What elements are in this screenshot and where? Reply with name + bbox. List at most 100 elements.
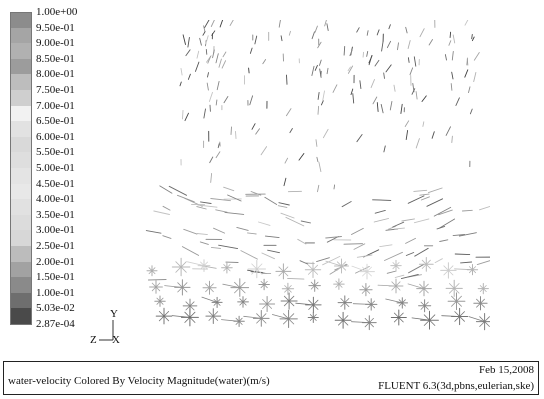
velocity-vector (393, 84, 396, 92)
velocity-vector (320, 100, 324, 106)
legend-swatch (10, 246, 32, 263)
velocity-vector (295, 302, 314, 306)
velocity-vector (374, 209, 386, 214)
velocity-vector (392, 262, 400, 270)
velocity-vector (366, 30, 369, 36)
velocity-vector (215, 53, 219, 64)
velocity-vector (408, 263, 425, 274)
velocity-vector (196, 233, 208, 236)
velocity-vector (468, 86, 471, 94)
velocity-vector (187, 73, 191, 80)
velocity-vector (380, 104, 384, 114)
velocity-vector (347, 66, 351, 72)
legend-swatch (10, 308, 32, 326)
velocity-vector (300, 220, 311, 224)
velocity-vector (311, 65, 315, 76)
legend-swatch (10, 183, 32, 200)
velocity-vector (319, 68, 322, 78)
velocity-vector (383, 145, 386, 153)
velocity-vector (322, 255, 341, 266)
velocity-vector (476, 298, 485, 308)
velocity-vector (261, 252, 275, 260)
velocity-vector (156, 297, 164, 305)
velocity-vector (454, 268, 473, 271)
velocity-vector (202, 31, 206, 36)
legend-tick-label: 8.50e-01 (36, 52, 75, 65)
velocity-vector (386, 270, 397, 274)
velocity-vector (449, 31, 452, 38)
velocity-vector (316, 257, 330, 263)
velocity-vector (310, 281, 319, 290)
velocity-vector (221, 319, 240, 322)
velocity-vector (407, 283, 425, 290)
velocity-vector (322, 90, 325, 102)
velocity-vector (428, 39, 433, 46)
velocity-vector (347, 65, 354, 74)
velocity-vector (215, 151, 221, 159)
legend-swatch (10, 121, 32, 138)
legend-tick-label: 2.50e-01 (36, 240, 75, 252)
velocity-vector (419, 193, 430, 196)
velocity-vector (180, 68, 183, 76)
axis-x-label: X (112, 334, 120, 346)
axis-y-label: Y (110, 308, 118, 320)
velocity-vector (285, 216, 305, 227)
velocity-vector (377, 284, 397, 287)
velocity-vector (335, 280, 343, 288)
velocity-vector (210, 198, 231, 202)
velocity-vector (207, 55, 212, 64)
velocity-vector (422, 121, 425, 127)
velocity-vector (224, 211, 245, 215)
velocity-vector (151, 282, 161, 292)
velocity-vector (162, 235, 172, 239)
velocity-vector (448, 283, 460, 294)
velocity-vector (240, 250, 258, 260)
velocity-vector (451, 135, 453, 144)
velocity-vector-field (145, 20, 490, 331)
velocity-vector (235, 130, 237, 139)
legend-tick-label: 3.50e-01 (36, 208, 75, 221)
caption-bar: water-velocity Colored By Velocity Magni… (3, 361, 539, 395)
legend-tick-label: 6.50e-01 (36, 115, 75, 128)
legend-tick-label: 4.00e-01 (36, 193, 75, 206)
velocity-vector (309, 314, 317, 321)
velocity-vector (213, 227, 226, 234)
axis-z-label: Z (90, 334, 97, 346)
velocity-vector (407, 40, 411, 49)
velocity-vector (284, 285, 292, 293)
velocity-vector (386, 40, 392, 49)
velocity-vector (251, 263, 263, 275)
velocity-vector (187, 261, 205, 267)
velocity-vector (476, 260, 490, 266)
velocity-vector (183, 228, 198, 235)
legend-swatch (10, 261, 32, 278)
velocity-vector (205, 35, 209, 45)
velocity-vector (230, 126, 232, 135)
velocity-vector (376, 102, 379, 112)
velocity-vector (419, 28, 425, 38)
velocity-vector (258, 221, 271, 226)
velocity-vector (443, 265, 454, 276)
velocity-vector (205, 49, 208, 55)
legend-swatch (10, 136, 32, 153)
velocity-vector (219, 20, 224, 28)
velocity-vector (255, 128, 260, 135)
velocity-vector (298, 153, 305, 161)
velocity-vector (438, 209, 453, 216)
velocity-vector (215, 209, 228, 213)
velocity-vector (426, 198, 444, 207)
velocity-vector (370, 79, 375, 89)
velocity-vector (168, 185, 188, 196)
velocity-vector (405, 237, 416, 244)
velocity-vector (210, 173, 213, 183)
velocity-vector (288, 30, 291, 36)
velocity-vector (199, 37, 202, 46)
velocity-vector (153, 210, 170, 215)
velocity-vector (379, 244, 393, 248)
velocity-vector (216, 80, 220, 91)
velocity-vector (352, 303, 372, 305)
velocity-vector (286, 74, 288, 85)
velocity-vector (411, 317, 430, 321)
velocity-vector (317, 91, 320, 100)
velocity-vector (411, 88, 416, 95)
